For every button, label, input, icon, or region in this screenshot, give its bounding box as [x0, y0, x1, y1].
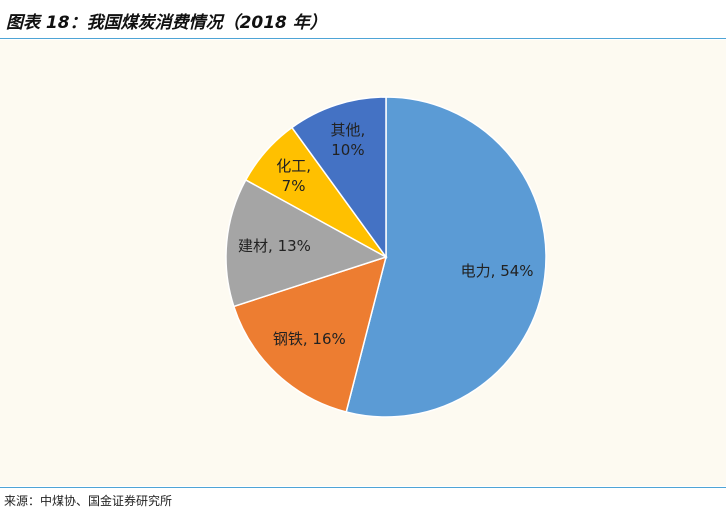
pie-slice — [345, 96, 547, 418]
data-label: 电力, 54% — [460, 262, 534, 281]
data-label: 建材, 13% — [238, 237, 311, 256]
data-label: 其他, 10% — [330, 120, 366, 159]
data-label: 钢铁, 16% — [272, 329, 346, 348]
pie-slice — [290, 96, 387, 260]
source: 来源：中煤协、国金证券研究所 — [4, 494, 173, 508]
pie-slice — [232, 255, 388, 413]
title: 图表 18：我国煤炭消费情况（2018 年） — [6, 13, 327, 33]
pie-slice — [225, 178, 388, 308]
divider — [0, 38, 726, 39]
data-label: 化工, 7% — [276, 156, 311, 195]
divider — [0, 487, 726, 488]
